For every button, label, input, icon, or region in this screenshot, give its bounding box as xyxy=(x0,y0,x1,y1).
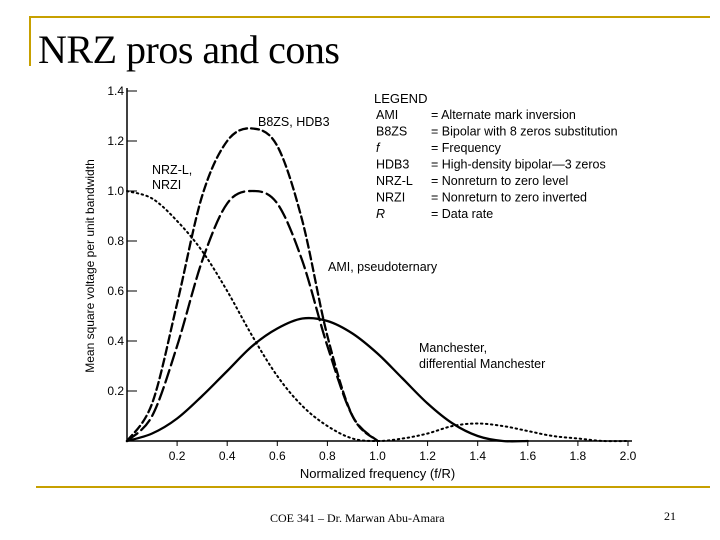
legend-abbr: NRZI xyxy=(376,191,405,205)
legend-description: = Alternate mark inversion xyxy=(431,108,576,122)
legend-abbr: R xyxy=(376,207,385,221)
y-tick-label: 1.4 xyxy=(107,84,124,98)
series-label-4: differential Manchester xyxy=(419,357,545,371)
legend-abbr: HDB3 xyxy=(376,158,409,172)
legend-abbr: AMI xyxy=(376,108,398,122)
series-line-3 xyxy=(125,189,379,443)
series-line-4 xyxy=(125,316,529,443)
series-label-2: B8ZS, HDB3 xyxy=(258,115,330,129)
slide-frame-bottom-rule xyxy=(36,486,710,488)
slide-title: NRZ pros and cons xyxy=(38,27,340,72)
legend-description: = Data rate xyxy=(431,207,493,221)
legend-description: = Bipolar with 8 zeros substitution xyxy=(431,125,618,139)
y-tick-label: 0.4 xyxy=(107,334,124,348)
legend-description: = Nonreturn to zero level xyxy=(431,174,568,188)
y-axis-label: Mean square voltage per unit bandwidth xyxy=(83,159,97,372)
x-tick-label: 0.4 xyxy=(219,449,236,463)
series-label-1: NRZ-L, xyxy=(152,163,192,177)
legend-description: = High-density bipolar—3 zeros xyxy=(431,158,606,172)
series-label-4: Manchester, xyxy=(419,341,487,355)
y-tick-label: 0.8 xyxy=(107,234,124,248)
x-tick-label: 1.6 xyxy=(519,449,536,463)
x-tick-label: 1.2 xyxy=(419,449,436,463)
x-tick-label: 1.8 xyxy=(570,449,587,463)
x-tick-label: 2.0 xyxy=(620,449,637,463)
series-label-1: NRZI xyxy=(152,178,181,192)
x-tick-label: 1.4 xyxy=(469,449,486,463)
x-axis-label: Normalized frequency (f/R) xyxy=(300,466,455,481)
y-tick-label: 1.2 xyxy=(107,134,124,148)
slide-frame-top-rule xyxy=(29,16,710,18)
page-number: 21 xyxy=(664,509,676,523)
legend-abbr: B8ZS xyxy=(376,125,407,139)
series-line-2 xyxy=(125,127,379,443)
legend-title: LEGEND xyxy=(374,91,427,106)
chart-axes: 0.2 0.4 0.6 0.8 1.0 1.2 1.4 1.6 1.8 2.0 0.2 0.4 0.6 0… xyxy=(83,84,637,481)
legend-description: = Frequency xyxy=(431,141,502,155)
slide-footer: COE 341 – Dr. Marwan Abu-Amara xyxy=(270,511,445,525)
y-tick-label: 0.6 xyxy=(107,284,124,298)
x-tick-label: 0.8 xyxy=(319,449,336,463)
slide-frame-left-accent xyxy=(29,16,31,66)
legend-description: = Nonreturn to zero inverted xyxy=(431,191,587,205)
x-tick-label: 0.6 xyxy=(269,449,286,463)
y-tick-label: 0.2 xyxy=(107,384,124,398)
series-label-3: AMI, pseudoternary xyxy=(328,260,438,274)
legend-abbr: f xyxy=(376,141,381,155)
chart-legend: LEGEND AMI = Alternate mark inversion B8ZS =… xyxy=(374,91,618,221)
y-tick-label: 1.0 xyxy=(107,184,124,198)
x-tick-label: 0.2 xyxy=(169,449,186,463)
x-tick-label: 1.0 xyxy=(369,449,386,463)
legend-abbr: NRZ-L xyxy=(376,174,413,188)
series-line-1 xyxy=(126,190,629,443)
chart-series-layer xyxy=(125,127,629,443)
